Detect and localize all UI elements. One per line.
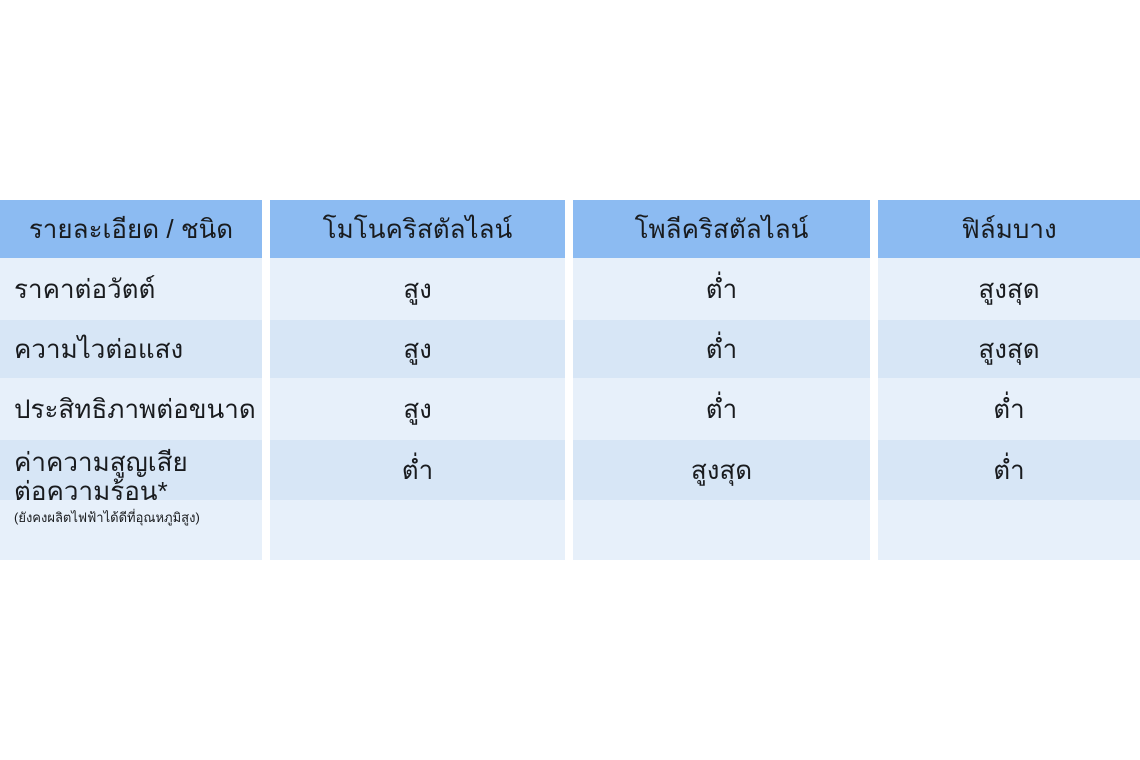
- value-cell: สูง: [270, 320, 565, 378]
- empty-cell: [0, 500, 262, 560]
- row-label-light-sensitivity: ความไวต่อแสง: [0, 320, 262, 378]
- empty-cell: [270, 500, 565, 560]
- value-cell: สูง: [270, 258, 565, 320]
- header-cell-monocrystalline: โมโนคริสตัลไลน์: [270, 200, 565, 258]
- row-label-heat-loss-note: (ยังคงผลิตไฟฟ้าได้ดีที่อุณหภูมิสูง): [14, 510, 200, 526]
- value-cell: ต่ำ: [573, 378, 870, 440]
- solar-cell-comparison-table: รายละเอียด / ชนิด โมโนคริสตัลไลน์ โพลีคร…: [0, 200, 1140, 560]
- value-cell: สูง: [270, 378, 565, 440]
- header-cell-thin-film: ฟิล์มบาง: [878, 200, 1140, 258]
- value-cell: ต่ำ: [573, 320, 870, 378]
- row-label-heat-loss: ค่าความสูญเสีย ต่อความร้อน* (ยังคงผลิตไฟ…: [0, 440, 262, 525]
- header-cell-polycrystalline: โพลีคริสตัลไลน์: [573, 200, 870, 258]
- value-cell: ต่ำ: [878, 440, 1140, 500]
- value-cell: สูงสุด: [573, 440, 870, 500]
- value-cell: สูงสุด: [878, 320, 1140, 378]
- value-cell: ต่ำ: [573, 258, 870, 320]
- row-label-price-per-watt: ราคาต่อวัตต์: [0, 258, 262, 320]
- row-label-heat-loss-line1: ค่าความสูญเสีย: [14, 447, 188, 477]
- row-label-heat-loss-line2: ต่อความร้อน*: [14, 476, 168, 507]
- value-cell: ต่ำ: [878, 378, 1140, 440]
- empty-cell: [573, 500, 870, 560]
- value-cell: สูงสุด: [878, 258, 1140, 320]
- row-label-efficiency-per-size: ประสิทธิภาพต่อขนาด: [0, 378, 262, 440]
- value-cell: ต่ำ: [270, 440, 565, 500]
- header-cell-details-type: รายละเอียด / ชนิด: [0, 200, 262, 258]
- empty-cell: [878, 500, 1140, 560]
